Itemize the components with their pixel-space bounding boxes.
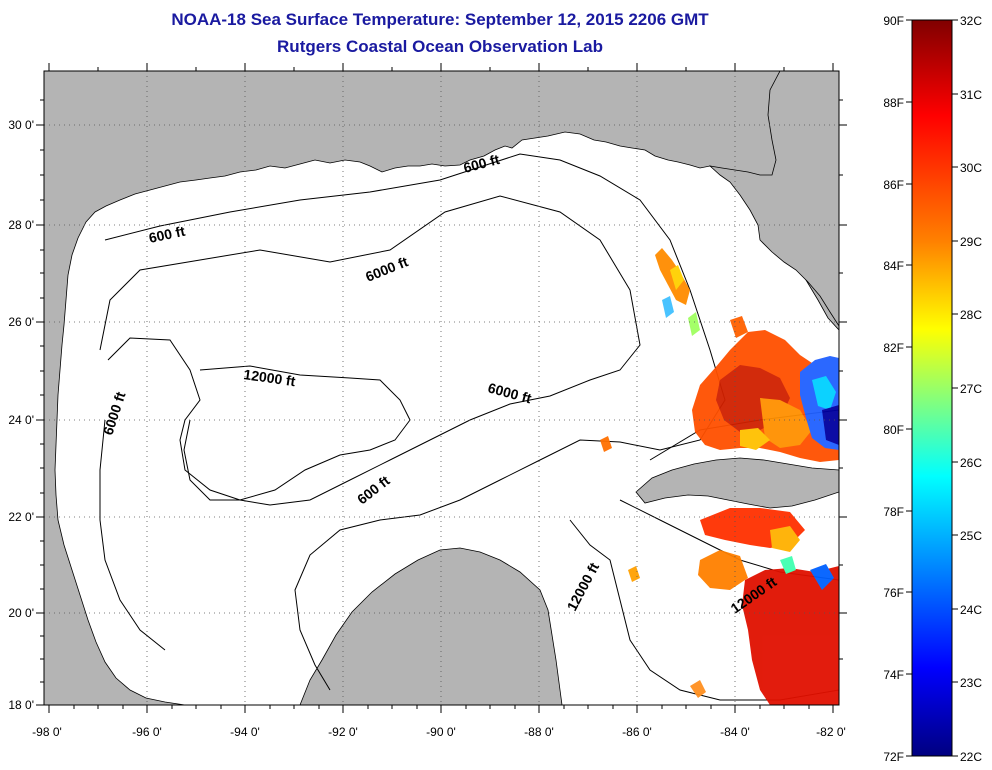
colorbar-fahrenheit-label: 88F	[883, 96, 904, 110]
colorbar-gradient	[911, 19, 953, 757]
colorbar-fahrenheit-label: 76F	[883, 586, 904, 600]
sst-data-patches	[600, 248, 839, 705]
map-subtitle: Rutgers Coastal Ocean Observation Lab	[277, 37, 603, 56]
colorbar-celsius-label: 23C	[960, 676, 982, 690]
colorbar-celsius-label: 24C	[960, 603, 982, 617]
land-florida	[708, 71, 839, 327]
latitude-tick-label: 26 0'	[8, 315, 34, 329]
longitude-tick-label: -84 0'	[720, 725, 750, 739]
latitude-tick-label: 20 0'	[8, 606, 34, 620]
colorbar-celsius-label: 29C	[960, 235, 982, 249]
land-cuba	[635, 457, 839, 509]
longitude-tick-label: -94 0'	[230, 725, 260, 739]
colorbar-celsius-label: 22C	[960, 750, 982, 764]
colorbar-celsius-label: 32C	[960, 14, 982, 28]
colorbar-celsius-label: 26C	[960, 456, 982, 470]
contour-label: 12000 ft	[243, 366, 297, 389]
longitude-tick-label: -96 0'	[132, 725, 162, 739]
longitude-tick-label: -92 0'	[328, 725, 358, 739]
longitude-tick-label: -90 0'	[426, 725, 456, 739]
colorbar-fahrenheit-label: 80F	[883, 423, 904, 437]
graticule	[44, 71, 839, 705]
colorbar-fahrenheit-label: 84F	[883, 259, 904, 273]
colorbar-celsius-label: 27C	[960, 382, 982, 396]
latitude-tick-label: 30 0'	[8, 118, 34, 132]
longitude-tick-label: -82 0'	[816, 725, 846, 739]
longitude-tick-label: -88 0'	[524, 725, 554, 739]
longitude-tick-label: -86 0'	[622, 725, 652, 739]
latitude-tick-label: 24 0'	[8, 413, 34, 427]
colorbar-celsius-label: 31C	[960, 88, 982, 102]
land-yucatan	[299, 547, 563, 705]
colorbar-celsius-label: 25C	[960, 529, 982, 543]
contour-label: 600 ft	[147, 223, 186, 246]
colorbar-celsius-label: 28C	[960, 308, 982, 322]
colorbar-celsius-label: 30C	[960, 161, 982, 175]
colorbar-fahrenheit-label: 72F	[883, 750, 904, 764]
colorbar-fahrenheit-label: 90F	[883, 14, 904, 28]
latitude-tick-label: 18 0'	[8, 698, 34, 712]
colorbar-fahrenheit-label: 74F	[883, 668, 904, 682]
colorbar-fahrenheit-label: 86F	[883, 178, 904, 192]
map-title: NOAA-18 Sea Surface Temperature: Septemb…	[171, 10, 709, 29]
temperature-colorbar: 90F 88F 86F 84F 82F 80F 78F 76F 74F 72F …	[883, 14, 982, 764]
sst-patch-caribbean	[742, 566, 839, 705]
latitude-tick-label: 22 0'	[8, 510, 34, 524]
latitude-tick-label: 28 0'	[8, 218, 34, 232]
longitude-tick-label: -98 0'	[32, 725, 62, 739]
colorbar-fahrenheit-label: 82F	[883, 341, 904, 355]
axis-ticks	[36, 63, 847, 713]
colorbar-fahrenheit-label: 78F	[883, 505, 904, 519]
